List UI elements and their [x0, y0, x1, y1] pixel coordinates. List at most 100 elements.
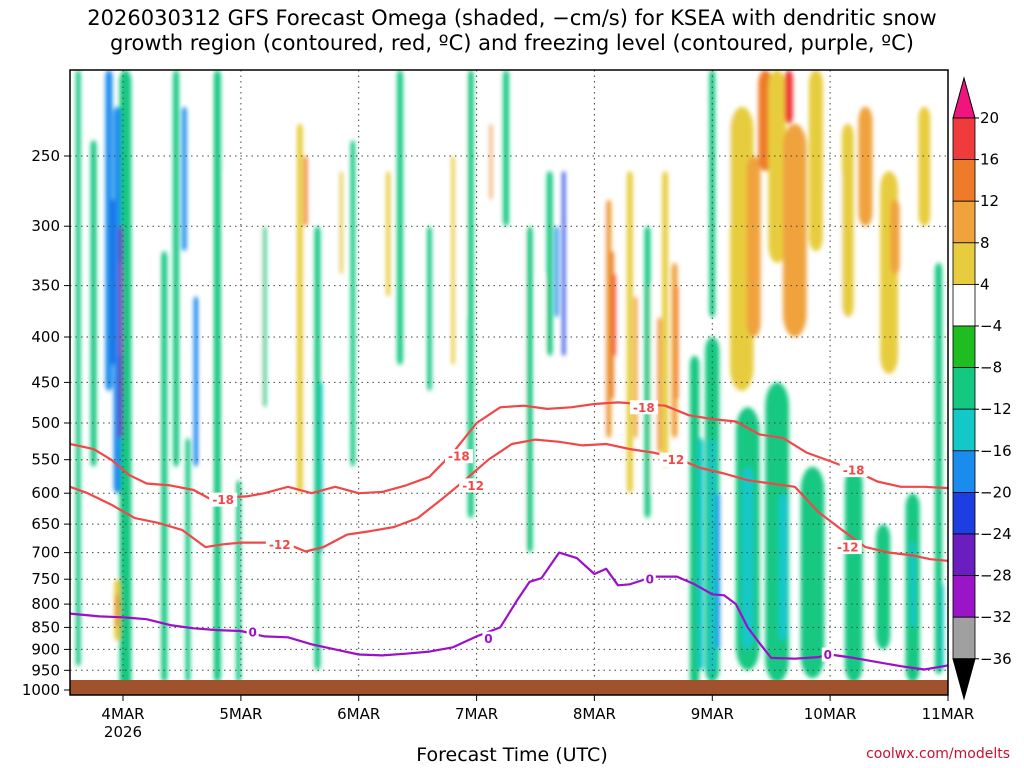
contour-lines: -18 -18 -18 -18 -12 -12 -12 -12 0 0 0 0 [70, 400, 948, 671]
freezing-level-contour-label: 0 [484, 632, 492, 646]
omega-cell [262, 226, 267, 408]
omega-cell [689, 355, 700, 680]
time-tick-label: 7MAR [455, 705, 498, 723]
plot-frame [69, 69, 949, 696]
omega-cell [858, 106, 873, 227]
colorbar-top-arrow [952, 76, 976, 119]
pressure-tick-label: 1000 [22, 681, 60, 699]
pressure-tick-label: 350 [31, 277, 60, 295]
omega-cell [716, 493, 720, 650]
omega-cell [314, 226, 321, 671]
freezing-level-contour-label-bg [246, 624, 259, 639]
dgz-contour-label: -18 [212, 493, 234, 507]
colorbar-swatch [952, 200, 976, 244]
omega-cell [149, 70, 156, 553]
pressure-tick-label: 450 [31, 373, 60, 391]
colorbar-swatch [952, 242, 976, 285]
pressure-tick-label: 300 [31, 217, 60, 235]
omega-cell [460, 70, 465, 318]
colorbar-swatch [952, 575, 976, 618]
pressure-tick-label: 650 [31, 515, 60, 533]
omega-cell [709, 70, 716, 318]
dgz-contour-label: -18 [843, 464, 865, 478]
colorbar-bottom-arrow [952, 658, 976, 701]
omega-cell [675, 285, 679, 400]
omega-cell [613, 274, 616, 356]
colorbar-label: 8 [980, 234, 990, 252]
ground-surface [70, 680, 948, 695]
freezing-level-contour-label: 0 [249, 625, 257, 639]
omega-cell [226, 171, 232, 525]
omega-cell [808, 70, 823, 252]
omega-cell [161, 251, 168, 680]
colorbar-label: 16 [980, 151, 999, 169]
dgz-contour-label: -12 [663, 453, 685, 467]
omega-cell [236, 480, 241, 680]
omega-cell [202, 70, 209, 675]
colorbar-swatch [952, 533, 976, 576]
time-tick-label: 10MAR [804, 705, 857, 723]
omega-cell [489, 123, 493, 200]
omega-cell [75, 70, 81, 667]
omega-cell [841, 123, 854, 318]
omega-cell [844, 466, 863, 680]
omega-shading-layer [75, 70, 944, 680]
dgz-contour-label-bg [444, 449, 473, 464]
omega-cell [585, 70, 592, 439]
colorbar-swatch [952, 491, 976, 535]
colorbar-swatch [952, 450, 976, 493]
omega-cell [644, 226, 651, 519]
omega-cell [119, 70, 132, 680]
colorbar-swatch [952, 325, 976, 368]
colorbar-label: −24 [980, 525, 1012, 543]
colorbar-label: −28 [980, 567, 1012, 585]
omega-cell [651, 285, 656, 494]
omega-cell [105, 70, 113, 391]
omega-cell [213, 70, 221, 680]
freezing-level-contour-label-bg [643, 572, 656, 587]
colorbar-label: 4 [980, 275, 990, 293]
colorbar-label: −8 [980, 359, 1002, 377]
omega-cell [940, 584, 944, 671]
omega-cell [255, 140, 262, 506]
omega-cell [546, 171, 553, 356]
omega-cell [350, 140, 356, 467]
omega-cell [372, 156, 380, 519]
dgz-contour-label-bg [265, 537, 294, 552]
omega-cell [741, 466, 754, 650]
omega-cell [526, 226, 533, 553]
time-tick-year: 2026 [104, 723, 142, 741]
omega-cell [173, 70, 179, 467]
omega-cell [90, 140, 97, 467]
time-tick-label: 11MAR [922, 705, 975, 723]
omega-cell [397, 70, 403, 365]
pressure-tick-label: 950 [31, 661, 60, 679]
pressure-tick-label: 900 [31, 640, 60, 658]
omega-cell [626, 171, 633, 494]
x-axis-title: Forecast Time (UTC) [416, 744, 608, 766]
omega-cell [784, 70, 793, 124]
omega-cell [119, 262, 122, 356]
omega-cell [890, 199, 900, 275]
colorbar-swatch [952, 159, 976, 202]
colorbar-label: −32 [980, 608, 1012, 626]
omega-cell [800, 466, 825, 679]
omega-shading [75, 70, 944, 680]
dgz-contour-label: -18 [448, 450, 470, 464]
pressure-tick-label: 600 [31, 484, 60, 502]
colorbar-swatch [952, 367, 976, 410]
pressure-tick-label: 500 [31, 414, 60, 432]
omega-cell [414, 140, 421, 553]
omega-cell [909, 541, 916, 628]
omega-cell [746, 156, 761, 338]
omega-cell [596, 140, 605, 467]
source-credit: coolwx.com/modelts [866, 746, 1010, 762]
colorbar-label: −20 [980, 483, 1012, 501]
omega-cell [319, 382, 323, 553]
omega-cell [296, 123, 303, 494]
omega-cell [573, 106, 580, 564]
omega-cell [339, 171, 343, 275]
pressure-tick-label: 250 [31, 147, 60, 165]
omega-cell [562, 171, 566, 356]
